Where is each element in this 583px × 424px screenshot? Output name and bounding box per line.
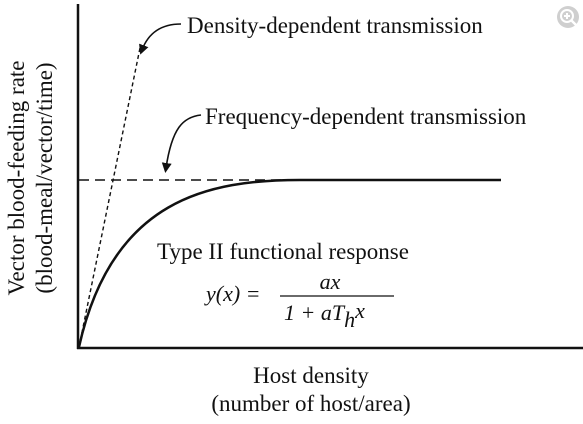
- equation-numerator: ax: [320, 269, 341, 294]
- x-axis-label-line2: (number of host/area): [211, 391, 410, 416]
- x-axis-label-line1: Host density: [253, 363, 369, 388]
- density-dependent-line: [78, 47, 141, 348]
- frequency-dependent-arrow: [161, 114, 202, 173]
- type-ii-response-curve: [77, 178, 501, 348]
- density-dependent-label: Density-dependent transmission: [187, 13, 483, 38]
- y-axis-label-line2: (blood-meal/vector/time): [32, 62, 57, 293]
- zoom-in-icon: [560, 9, 578, 27]
- density-dependent-arrow: [139, 23, 182, 55]
- frequency-dependent-label: Frequency-dependent transmission: [205, 104, 527, 129]
- equation-denominator-prefix: 1 + aT: [284, 300, 346, 325]
- equation-denominator: 1 + aThx: [284, 298, 365, 332]
- y-axis-label-line1: Vector blood-feeding rate: [4, 60, 29, 295]
- equation-subscript: h: [344, 307, 355, 332]
- equation-lhs: y(x) =: [204, 281, 261, 306]
- equation-denominator-suffix: x: [354, 298, 365, 323]
- curve-label: Type II functional response: [157, 239, 409, 264]
- zoom-in-button[interactable]: [557, 6, 579, 28]
